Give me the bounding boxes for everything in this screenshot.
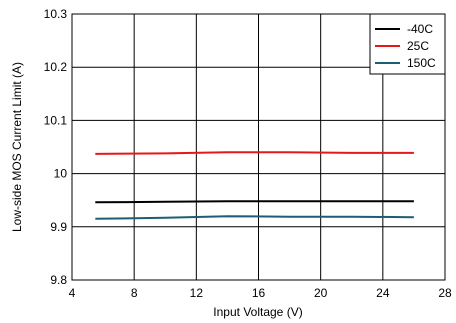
x-tick-label: 28 xyxy=(438,286,452,300)
x-tick-label: 24 xyxy=(376,286,390,300)
x-tick-label: 16 xyxy=(252,286,266,300)
y-tick-label: 10 xyxy=(54,167,68,181)
legend-label: 150C xyxy=(407,56,436,70)
x-tick-label: 4 xyxy=(69,286,76,300)
y-tick-label: 10.3 xyxy=(44,7,68,21)
series-line-0 xyxy=(95,200,414,204)
y-tick-label: 10.2 xyxy=(44,60,68,74)
series-line-1 xyxy=(95,151,414,155)
series-layer xyxy=(95,151,414,220)
y-axis-title: Low-side MOS Current Limit (A) xyxy=(10,62,24,232)
series-line-2 xyxy=(95,215,414,220)
x-tick-label: 12 xyxy=(190,286,204,300)
legend-label: 25C xyxy=(407,39,429,53)
y-axis-ticks: 9.8 9.9 10 10.1 10.2 10.3 xyxy=(44,7,68,287)
legend: -40C 25C 150C xyxy=(369,13,446,75)
y-tick-label: 9.8 xyxy=(50,273,67,287)
legend-label: -40C xyxy=(407,22,433,36)
y-tick-label: 10.1 xyxy=(44,113,68,127)
plot-frame xyxy=(71,13,446,281)
x-axis-ticks: 4 8 12 16 20 24 28 xyxy=(69,286,452,300)
x-tick-label: 20 xyxy=(314,286,328,300)
x-axis-title: Input Voltage (V) xyxy=(213,305,302,319)
y-tick-label: 9.9 xyxy=(50,220,67,234)
x-tick-label: 8 xyxy=(131,286,138,300)
